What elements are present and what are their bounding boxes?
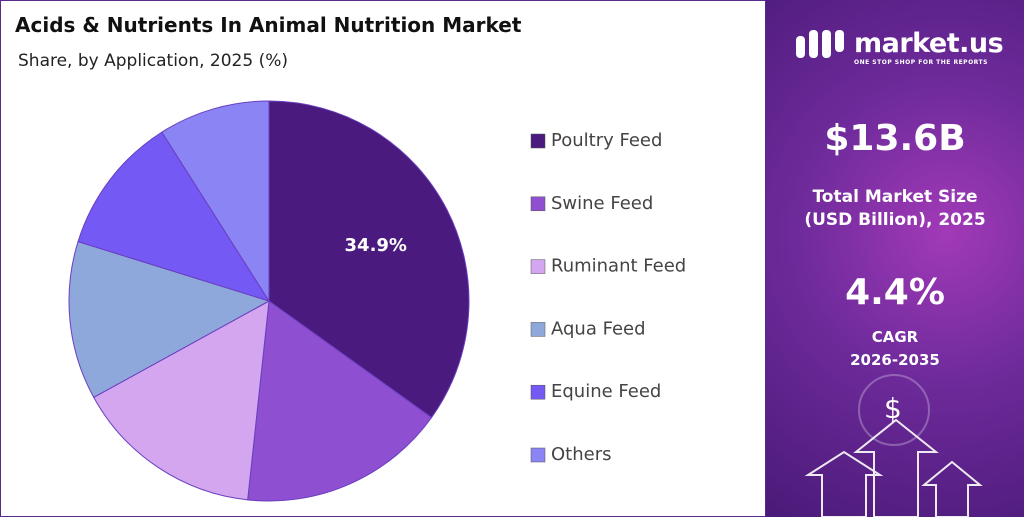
market-size-label: Total Market Size (USD Billion), 2025 — [766, 186, 1024, 232]
legend-swatch — [530, 259, 546, 274]
logo-mark — [796, 30, 844, 58]
pie-slice — [77, 131, 271, 302]
pie-slice — [68, 240, 271, 399]
label-line: CAGR — [871, 328, 919, 346]
sidebar: market.us ONE STOP SHOP FOR THE REPORTS … — [766, 0, 1024, 517]
chart-title: Acids & Nutrients In Animal Nutrition Ma… — [15, 13, 522, 37]
legend-swatch — [530, 133, 546, 149]
pie-slice — [247, 300, 433, 502]
dollar-icon: $ — [884, 392, 902, 425]
cagr-label: CAGR 2026-2035 — [766, 326, 1024, 372]
cagr: 4.4% — [845, 272, 945, 313]
sidebar-graphics — [796, 30, 983, 517]
legend-label: Ruminant Feed — [551, 256, 686, 277]
brand: market.us — [854, 28, 1004, 59]
chart-panel: Acids & Nutrients In Animal Nutrition Ma… — [0, 0, 766, 517]
legend-label: Equine Feed — [551, 381, 661, 402]
label-line: 2026-2035 — [850, 351, 940, 369]
legend-label: Others — [551, 444, 612, 465]
legend-swatch — [530, 322, 546, 337]
legend-label: Aqua Feed — [551, 318, 646, 339]
arrows — [804, 374, 983, 517]
data-label: 34.9% — [345, 235, 407, 256]
legend-swatch — [530, 447, 546, 463]
legend-swatch — [530, 196, 546, 212]
chart-subtitle: Share, by Application, 2025 (%) — [18, 51, 288, 71]
legend-label: Swine Feed — [551, 193, 653, 214]
legend-swatch — [530, 384, 546, 400]
chart: 34.9% Poultry Feed Swine Feed Ruminant Feed… — [68, 100, 686, 502]
legend-label: Poultry Feed — [551, 130, 662, 151]
pie-slice — [161, 100, 270, 303]
label-line: Total Market Size — [812, 187, 978, 207]
label-line: (USD Billion), 2025 — [804, 210, 986, 230]
pie-slice — [268, 100, 470, 419]
pie-slice — [93, 300, 270, 501]
tagline: ONE STOP SHOP FOR THE REPORTS — [854, 59, 988, 66]
market-size: $13.6B — [824, 118, 966, 159]
